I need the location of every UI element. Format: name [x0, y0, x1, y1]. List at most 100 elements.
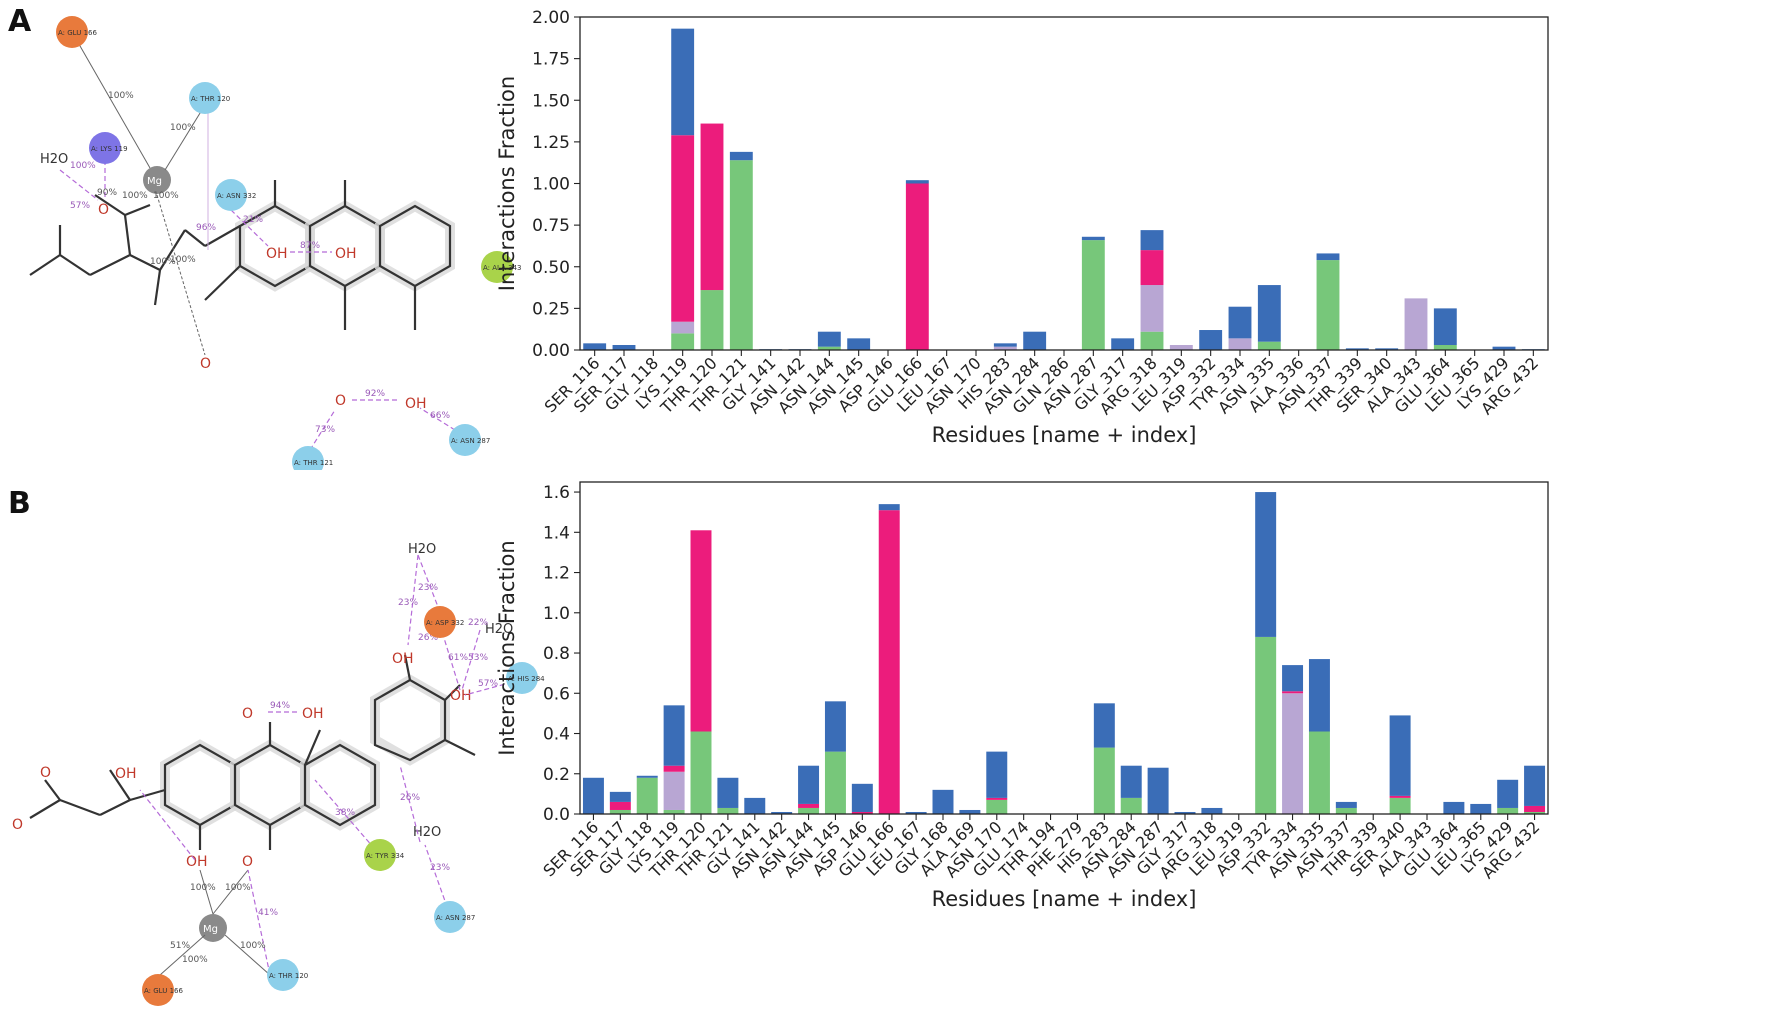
- x-tick-label-a-leu-319: LEU_319: [1128, 353, 1191, 416]
- x-tick-label-b-gly-118: GLY_118: [595, 817, 657, 879]
- x-tick-label-a-asn-144: ASN_144: [774, 353, 839, 418]
- atom-b-o1: O: [242, 706, 253, 722]
- x-tick-label-a-asn-284: ASN_284: [979, 353, 1044, 418]
- x-tick-label-b-asn-284: ASN_284: [1076, 817, 1141, 882]
- bar-a-asn-287-s0: [1081, 240, 1105, 350]
- x-tick-label-a-arg-318: ARG_318: [1096, 353, 1162, 419]
- bar-a-lys-429-s3: [1492, 346, 1516, 350]
- pct-a-10: 96%: [196, 223, 216, 233]
- atom-b-oh1: OH: [392, 651, 414, 667]
- x-tick-label-b-asn-142: ASN_142: [726, 817, 791, 882]
- x-tick-label-a-asn-287: ASN_287: [1038, 353, 1103, 418]
- bar-b-ser-117-s3: [609, 791, 631, 802]
- x-tick-label-b-lys-119: LYS_119: [623, 817, 683, 877]
- x-tick-label-b-asp-146: ASP_146: [809, 817, 872, 880]
- ligand-diagram-b: H2O H2O H2O OH OH OH O OH O OH O O Mg 23…: [12, 542, 545, 1006]
- bar-b-lys-119-s3: [663, 705, 685, 766]
- atom-a-mg: Mg: [147, 176, 162, 187]
- pct-b-14: 100%: [182, 955, 208, 965]
- bar-a-gly-317-s3: [1111, 338, 1135, 350]
- atom-a-oh3: OH: [335, 246, 357, 262]
- bar-b-glu-364-s3: [1443, 801, 1465, 814]
- x-tick-label-a-asn-145: ASN_145: [803, 353, 868, 418]
- bar-a-arg-318-s2: [1140, 250, 1164, 286]
- x-tick-label-b-glu-364: GLU_364: [1399, 817, 1463, 881]
- bar-b-tyr-334-s1: [1282, 693, 1304, 814]
- x-tick-label-a-ser-340: SER_340: [1333, 353, 1397, 417]
- bar-a-glu-166-s3: [905, 180, 929, 184]
- bar-b-asn-287-s3: [1147, 767, 1169, 814]
- percent-labels-a: 100% 100% 100% 100% 90% 100% 100% 57% 87…: [70, 91, 450, 435]
- x-tick-label-b-phe-279: PHE_279: [1023, 817, 1087, 881]
- pct-a-0: 100%: [108, 91, 134, 101]
- pct-a-6: 100%: [70, 161, 96, 171]
- x-tick-label-b-asp-332: ASP_332: [1212, 817, 1275, 880]
- x-tick-label-a-asn-142: ASN_142: [745, 353, 810, 418]
- x-tick-label-b-asn-337: ASN_337: [1291, 817, 1356, 882]
- atom-b-h2o-1: H2O: [408, 542, 436, 557]
- bar-b-asn-145-s3: [824, 701, 846, 752]
- atom-b-oh2: OH: [450, 688, 472, 704]
- bar-b-asp-332-s0: [1255, 636, 1277, 814]
- pct-b-2: 26%: [418, 633, 438, 643]
- bar-b-asn-144-s3: [798, 765, 820, 804]
- bar-b-ser-340-s2: [1389, 795, 1411, 798]
- bar-b-ser-340-s0: [1389, 797, 1411, 814]
- bar-a-asn-335-s0: [1257, 341, 1281, 350]
- x-axis-label-a: Residues [name + index]: [932, 423, 1197, 447]
- x-tick-label-b-leu-167: LEU_167: [863, 817, 926, 880]
- atom-labels-a: H2O Mg O OH OH O O OH: [40, 152, 427, 412]
- bar-b-asn-337-s3: [1335, 801, 1357, 808]
- bar-b-asn-170-s2: [986, 797, 1008, 800]
- bar-b-leu-167-s3: [905, 811, 927, 814]
- pct-a-1: 100%: [170, 123, 196, 133]
- bar-a-his-283-s1: [993, 346, 1017, 350]
- bar-a-asn-335-s3: [1257, 285, 1281, 342]
- x-tick-label-a-arg-432: ARG_432: [1477, 353, 1543, 419]
- x-tick-label-b-ser-117: SER_117: [566, 817, 630, 881]
- bar-b-leu-365-s3: [1470, 803, 1492, 814]
- bar-a-asn-144-s3: [817, 331, 841, 347]
- atom-labels-b: H2O H2O H2O OH OH OH O OH O OH O O Mg: [12, 542, 513, 942]
- bar-b-arg-432-s2: [1524, 805, 1546, 812]
- x-tick-label-a-tyr-334: TYR_334: [1186, 353, 1250, 417]
- bar-b-lys-429-s0: [1497, 807, 1519, 814]
- bar-b-asn-335-s3: [1308, 659, 1330, 732]
- bar-b-his-283-s3: [1093, 703, 1115, 748]
- interaction-lines-a: [59, 31, 456, 451]
- pct-b-12: 100%: [225, 883, 251, 893]
- bar-b-ala-169-s3: [959, 809, 981, 814]
- x-tick-label-a-his-283: HIS_283: [954, 353, 1014, 413]
- x-tick-label-a-thr-339: THR_339: [1301, 353, 1366, 418]
- bar-a-lys-119-s3: [671, 28, 695, 136]
- bar-b-ser-117-s0: [609, 809, 631, 814]
- x-tick-label-b-asn-335: ASN_335: [1264, 817, 1329, 882]
- bar-a-gly-141-s3: [759, 349, 783, 350]
- bar-b-gly-141-s3: [744, 797, 766, 814]
- atom-a-o2: O: [335, 393, 346, 409]
- pct-b-8: 38%: [335, 808, 355, 818]
- x-tick-label-a-thr-120: THR_120: [656, 353, 721, 418]
- bar-b-asn-145-s0: [824, 751, 846, 814]
- bar-b-tyr-334-s3: [1282, 665, 1304, 692]
- bar-a-asn-144-s0: [817, 346, 841, 350]
- residue-a-thr121: A: THR 121: [294, 459, 333, 467]
- pct-b-15: 100%: [240, 941, 266, 951]
- bar-a-lys-119-s0: [671, 333, 695, 350]
- x-tick-label-b-thr-121: THR_121: [672, 817, 737, 882]
- x-tick-label-b-arg-318: ARG_318: [1156, 817, 1222, 883]
- atom-b-oh4: OH: [115, 766, 137, 782]
- pct-b-9: 26%: [400, 793, 420, 803]
- x-tick-label-a-gly-141: GLY_141: [718, 353, 780, 415]
- residue-b-glu166: A: GLU 166: [144, 987, 183, 995]
- bar-b-tyr-334-s2: [1282, 691, 1304, 694]
- bar-b-lys-119-s1: [663, 771, 685, 810]
- bar-b-ser-117-s2: [609, 801, 631, 810]
- bar-b-his-283-s0: [1093, 747, 1115, 814]
- pct-b-10: 23%: [430, 863, 450, 873]
- x-tick-label-b-asn-144: ASN_144: [753, 817, 818, 882]
- x-tick-label-a-gly-317: GLY_317: [1070, 353, 1132, 415]
- bar-a-arg-432-s3: [1521, 349, 1545, 350]
- bar-a-asn-337-s0: [1316, 260, 1340, 350]
- bar-a-his-283-s3: [993, 343, 1017, 347]
